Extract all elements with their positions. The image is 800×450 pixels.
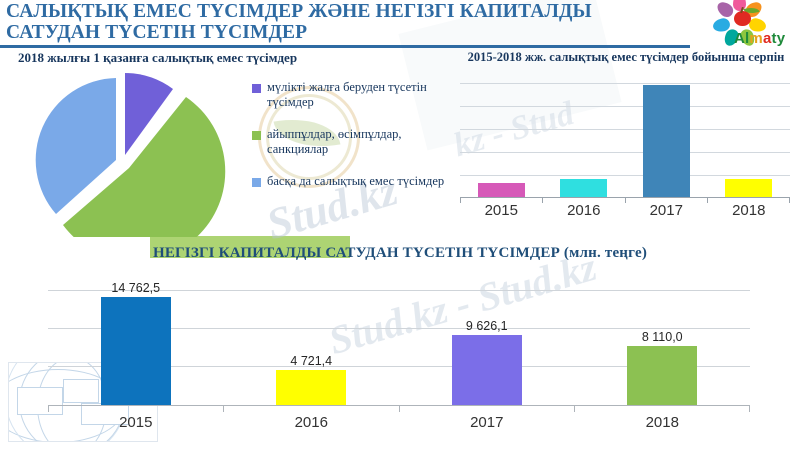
pie-chart-panel: 2018 жылғы 1 қазанға салықтық емес түсім… bbox=[0, 50, 455, 240]
pie-chart bbox=[0, 72, 250, 237]
legend-item-other: басқа да салықтық емес түсімдер bbox=[252, 174, 452, 189]
pie-chart-svg bbox=[35, 73, 226, 237]
pie-slice-other bbox=[35, 78, 116, 214]
x-label-2015: 2015 bbox=[119, 414, 153, 431]
bar-value-2017: 9 626,1 bbox=[465, 319, 508, 333]
bar-2016[interactable]: 4 721,4 bbox=[276, 354, 347, 405]
gridline bbox=[48, 290, 750, 291]
x-label-2018: 2018 bbox=[645, 414, 679, 431]
x-label-2016: 2016 bbox=[294, 414, 328, 431]
x-label-2017: 2017 bbox=[649, 202, 683, 219]
x-axis-ticks bbox=[48, 406, 750, 412]
right-bar-chart-title: 2015-2018 жж. салықтық емес түсімдер бой… bbox=[467, 50, 785, 64]
x-axis-line bbox=[460, 197, 790, 198]
right-bar-series bbox=[460, 83, 790, 197]
x-label-2018: 2018 bbox=[732, 202, 766, 219]
bar-2018[interactable]: 8 110,0 bbox=[627, 330, 698, 405]
legend-item-rent: мүлікті жалға беруден түсетін түсімдер bbox=[252, 80, 452, 110]
bar-2015[interactable] bbox=[477, 183, 525, 197]
legend-swatch-fines bbox=[252, 131, 261, 140]
gridline bbox=[48, 328, 750, 329]
bottom-bar-chart-title: НЕГІЗГІ КАПИТАЛДЫ САТУДАН ТҮСЕТІН ТҮСІМД… bbox=[152, 245, 648, 261]
right-bar-chart-panel: 2015-2018 жж. салықтық емес түсімдер бой… bbox=[452, 50, 800, 240]
bar-column-2016 bbox=[543, 83, 626, 197]
bar-2016[interactable] bbox=[560, 179, 608, 197]
bar-column-2015: 14 762,5 bbox=[48, 281, 224, 405]
gridline bbox=[48, 366, 750, 367]
bar-column-2018 bbox=[708, 83, 791, 197]
right-bar-x-axis-labels: 2015 2016 2017 2018 bbox=[460, 202, 790, 219]
bar-2017[interactable]: 9 626,1 bbox=[451, 319, 522, 405]
bottom-bar-chart-panel: НЕГІЗГІ КАПИТАЛДЫ САТУДАН ТҮСЕТІН ТҮСІМД… bbox=[0, 244, 800, 450]
gridline bbox=[460, 106, 790, 107]
gridline bbox=[460, 83, 790, 84]
legend-label-fines: айыппұлдар, өсімпұлдар, санкциялар bbox=[267, 127, 402, 156]
legend-swatch-rent bbox=[252, 84, 261, 93]
bottom-bar-chart-plot: 14 762,5 4 721,4 9 626,1 8 110,0 bbox=[48, 281, 751, 412]
right-bar-chart-plot bbox=[460, 83, 790, 203]
page-title: САЛЫҚТЫҚ ЕМЕС ТҮСІМДЕР ЖӘНЕ НЕГІЗГІ КАПИ… bbox=[6, 1, 592, 43]
x-axis-line bbox=[48, 405, 750, 406]
bottom-bar-series: 14 762,5 4 721,4 9 626,1 8 110,0 bbox=[48, 281, 751, 405]
x-label-2017: 2017 bbox=[470, 414, 504, 431]
bar-value-2015: 14 762,5 bbox=[111, 281, 161, 295]
logo-text-ty: ty bbox=[771, 30, 786, 47]
legend-label-rent: мүлікті жалға беруден түсетін түсімдер bbox=[267, 80, 427, 109]
bar-column-2017 bbox=[625, 83, 708, 197]
gridline bbox=[460, 129, 790, 130]
bar-column-2015 bbox=[460, 83, 543, 197]
x-label-2016: 2016 bbox=[567, 202, 601, 219]
header-divider bbox=[0, 45, 690, 48]
legend-item-fines: айыппұлдар, өсімпұлдар, санкциялар bbox=[252, 127, 452, 157]
bar-column-2016: 4 721,4 bbox=[224, 290, 400, 405]
bar-2017[interactable] bbox=[642, 85, 690, 197]
almaty-logo: Almaty bbox=[706, 0, 794, 49]
logo-text-m: m bbox=[749, 30, 763, 47]
slide-header: САЛЫҚТЫҚ ЕМЕС ТҮСІМДЕР ЖӘНЕ НЕГІЗГІ КАПИ… bbox=[0, 0, 800, 49]
bar-value-2018: 8 110,0 bbox=[641, 330, 683, 344]
logo-text-al: Al bbox=[734, 30, 750, 47]
pie-slice-fines bbox=[63, 97, 226, 237]
bar-value-2016: 4 721,4 bbox=[290, 354, 333, 368]
x-label-2015: 2015 bbox=[484, 202, 518, 219]
almaty-logo-text: Almaty bbox=[734, 30, 785, 47]
legend-label-other: басқа да салықтық емес түсімдер bbox=[267, 174, 445, 188]
bar-column-2018: 8 110,0 bbox=[575, 290, 751, 405]
bar-column-2017: 9 626,1 bbox=[399, 290, 575, 405]
gridline bbox=[460, 152, 790, 153]
pie-chart-legend: мүлікті жалға беруден түсетін түсімдер а… bbox=[252, 80, 452, 206]
apple-icon bbox=[734, 11, 751, 26]
bar-2018[interactable] bbox=[725, 179, 773, 197]
pie-chart-title: 2018 жылғы 1 қазанға салықтық емес түсім… bbox=[18, 50, 298, 65]
gridline bbox=[460, 175, 790, 176]
legend-swatch-other bbox=[252, 178, 261, 187]
logo-text-a: a bbox=[762, 30, 772, 47]
pie-slice-rent bbox=[125, 73, 173, 155]
bar-2015[interactable]: 14 762,5 bbox=[100, 281, 171, 405]
bottom-bar-x-axis-labels: 2015 2016 2017 2018 bbox=[48, 414, 750, 431]
star-flower-icon bbox=[711, 0, 768, 49]
x-axis-ticks bbox=[460, 198, 790, 203]
slide-bottom-edge bbox=[0, 444, 800, 450]
